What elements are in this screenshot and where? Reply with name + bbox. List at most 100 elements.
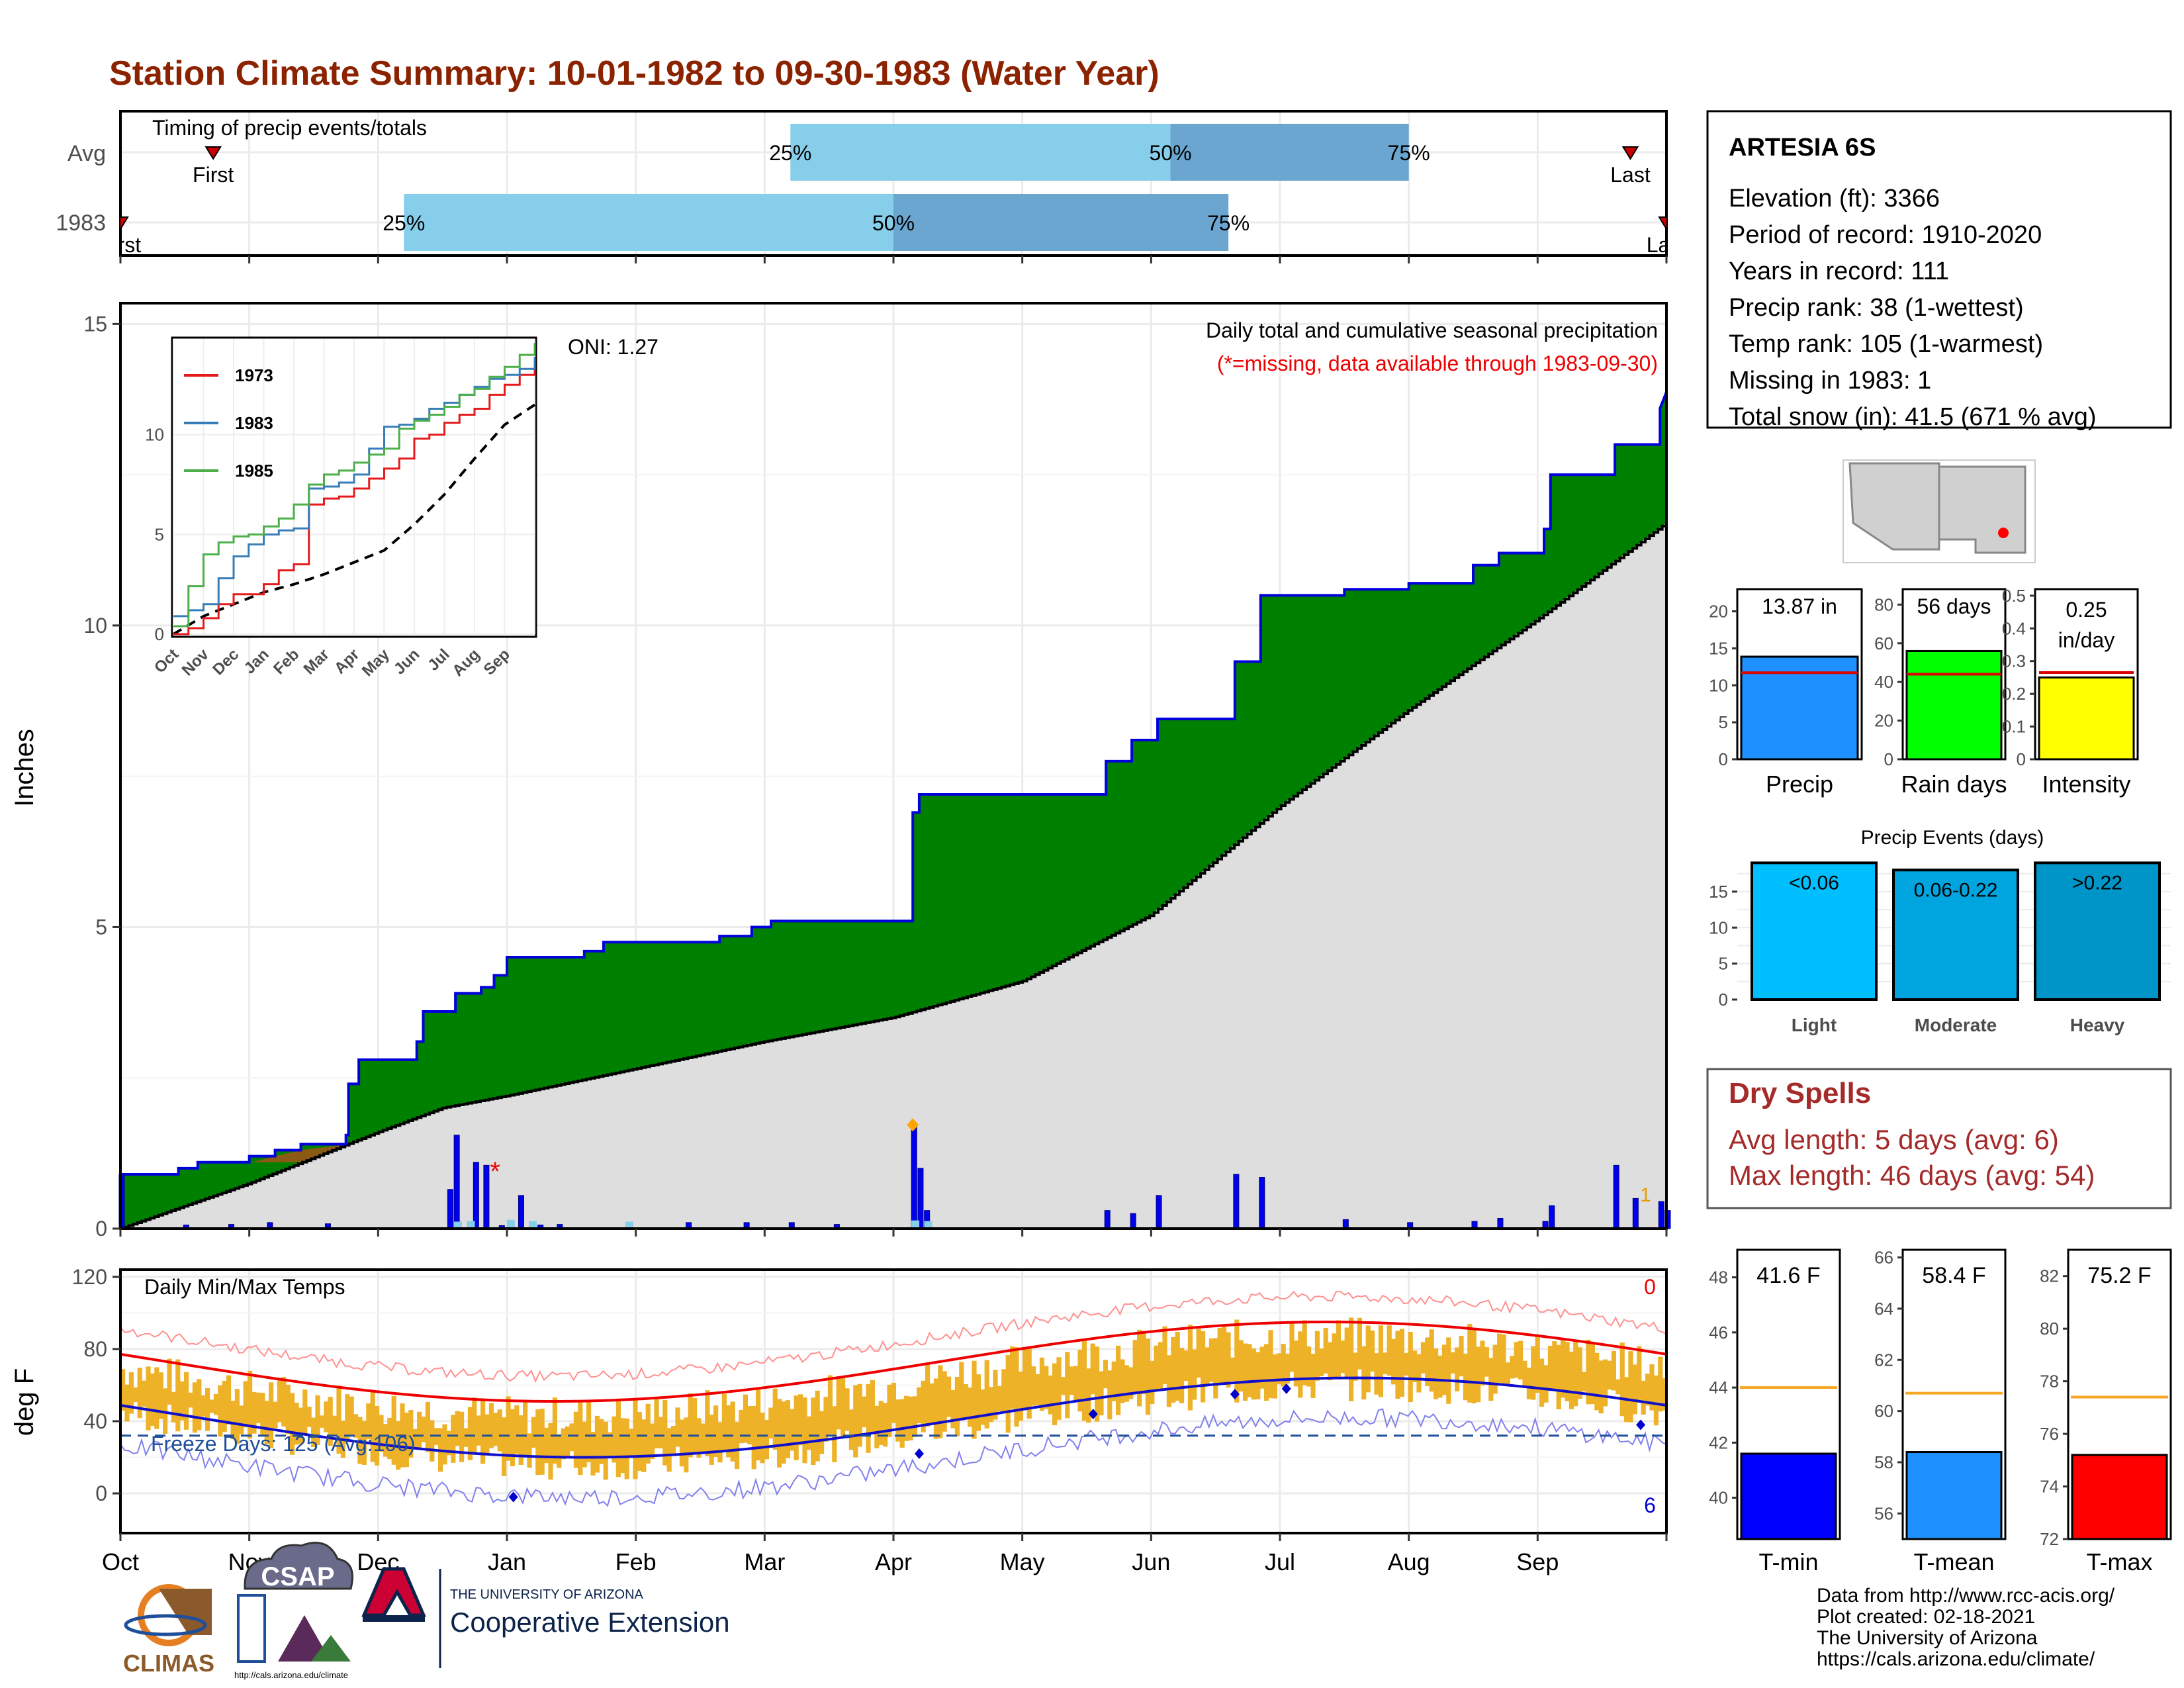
daily-temp-bar bbox=[1547, 1346, 1553, 1390]
daily-temp-bar bbox=[1340, 1340, 1345, 1374]
daily-temp-bar bbox=[1455, 1347, 1460, 1391]
daily-temp-bar bbox=[451, 1415, 456, 1463]
daily-temp-bar bbox=[815, 1390, 820, 1462]
daily-temp-bar bbox=[1658, 1356, 1663, 1412]
daily-precip-bar bbox=[1130, 1213, 1136, 1229]
daily-temp-bar bbox=[1488, 1358, 1494, 1401]
daily-temp-bar bbox=[480, 1399, 486, 1464]
daily-temp-bar bbox=[120, 1369, 126, 1411]
daily-temp-bar bbox=[1251, 1348, 1256, 1400]
summary-y-tick-label: 20 bbox=[1874, 711, 1893, 731]
summary-y-tick-label: 0 bbox=[1719, 749, 1728, 769]
daily-temp-bar bbox=[535, 1409, 541, 1476]
daily-temp-bar bbox=[938, 1365, 943, 1438]
temp-summary-y-tick-label: 62 bbox=[1874, 1350, 1893, 1370]
daily-temp-bar bbox=[772, 1388, 778, 1450]
daily-temp-bar bbox=[1420, 1342, 1426, 1374]
precip-events-title: Precip Events (days) bbox=[1861, 827, 2044, 849]
events-category-label: Moderate bbox=[1915, 1015, 1997, 1035]
daily-temp-bar bbox=[1535, 1335, 1540, 1393]
events-bar bbox=[1892, 868, 2019, 1002]
daily-temp-bar bbox=[802, 1397, 807, 1464]
daily-temp-bar bbox=[1205, 1347, 1210, 1386]
inset-series-line bbox=[173, 369, 536, 635]
daily-temp-bar bbox=[1615, 1379, 1621, 1395]
daily-temp-bar bbox=[1120, 1359, 1125, 1403]
daily-temp-bar bbox=[785, 1400, 790, 1458]
daily-temp-bar bbox=[1001, 1369, 1007, 1414]
daily-precip-bar bbox=[483, 1164, 490, 1229]
daily-temp-bar bbox=[421, 1417, 426, 1442]
daily-temp-bar bbox=[226, 1375, 232, 1425]
daily-temp-bar bbox=[294, 1403, 299, 1445]
daily-temp-bar bbox=[349, 1396, 354, 1436]
inset-legend-label: 1983 bbox=[235, 413, 273, 433]
daily-temp-bar bbox=[1213, 1338, 1218, 1399]
summary-value-label: 0.25 bbox=[2066, 598, 2107, 622]
summary-y-tick-label: 20 bbox=[1709, 602, 1728, 622]
daily-temp-bar bbox=[243, 1381, 248, 1428]
record-low-marker bbox=[1088, 1409, 1098, 1420]
inset-x-tick-label: Mar bbox=[300, 645, 333, 678]
daily-temp-bar bbox=[324, 1401, 329, 1432]
daily-temp-bar bbox=[989, 1387, 994, 1423]
daily-temp-bar bbox=[950, 1389, 956, 1429]
daily-temp-bar bbox=[472, 1397, 477, 1455]
oni-label: ONI: 1.27 bbox=[568, 335, 659, 359]
snow-marker bbox=[467, 1221, 475, 1229]
station-info-line: Total snow (in): 41.5 (671 % avg) bbox=[1729, 403, 2097, 431]
temp-summary-y-tick-label: 40 bbox=[1709, 1488, 1728, 1508]
station-name: ARTESIA 6S bbox=[1729, 134, 1876, 162]
daily-temp-bar bbox=[874, 1405, 880, 1448]
daily-temp-bar bbox=[133, 1387, 138, 1403]
daily-temp-bar bbox=[1561, 1338, 1566, 1398]
month-label: Feb bbox=[615, 1548, 657, 1575]
timing-quantile-label: 50% bbox=[872, 211, 915, 235]
daily-temp-bar bbox=[573, 1411, 578, 1468]
month-label: May bbox=[1000, 1548, 1045, 1575]
temp-summary-y-tick-label: 66 bbox=[1874, 1248, 1893, 1268]
daily-temp-bar bbox=[557, 1434, 562, 1468]
temp-summary-y-tick-label: 60 bbox=[1874, 1401, 1893, 1421]
month-label: Jun bbox=[1132, 1548, 1170, 1575]
daily-temp-bar bbox=[319, 1415, 324, 1428]
daily-temp-bar bbox=[417, 1411, 422, 1448]
daily-temp-bar bbox=[1111, 1361, 1116, 1401]
daily-precip-bar bbox=[1104, 1210, 1111, 1229]
temp-summary-y-tick-label: 82 bbox=[2040, 1266, 2059, 1286]
daily-temp-bar bbox=[811, 1397, 816, 1466]
daily-temp-bar bbox=[709, 1415, 714, 1465]
daily-temp-bar bbox=[1162, 1326, 1167, 1384]
daily-temp-bar bbox=[1510, 1356, 1515, 1379]
daily-temp-bar bbox=[1353, 1352, 1358, 1381]
summary-y-tick-label: 0.1 bbox=[2002, 717, 2026, 737]
daily-precip-bar bbox=[1658, 1201, 1664, 1229]
daily-temp-bar bbox=[1603, 1359, 1608, 1407]
page-title: Station Climate Summary: 10-01-1982 to 0… bbox=[109, 54, 1160, 93]
daily-temp-bar bbox=[184, 1372, 189, 1430]
summary-y-tick-label: 40 bbox=[1874, 672, 1893, 692]
daily-temp-bar bbox=[336, 1385, 341, 1454]
daily-temp-bar bbox=[899, 1399, 905, 1448]
daily-temp-bar bbox=[383, 1424, 388, 1457]
daily-temp-bar bbox=[666, 1428, 672, 1472]
precip-note-missing: (*=missing, data available through 1983-… bbox=[1217, 352, 1658, 375]
month-label: Jul bbox=[1265, 1548, 1295, 1575]
daily-temp-bar bbox=[1158, 1342, 1163, 1389]
daily-temp-bar bbox=[476, 1415, 481, 1446]
daily-temp-bar bbox=[959, 1362, 964, 1421]
inset-x-tick-label: Jun bbox=[390, 645, 423, 678]
temp-y-tick-label: 40 bbox=[83, 1409, 107, 1433]
timing-panel: Timing of precip events/totals Avg 1983 … bbox=[56, 110, 1668, 263]
csap-logo-url: http://cals.arizona.edu/climate bbox=[234, 1670, 348, 1680]
daily-temp-bar bbox=[1166, 1355, 1171, 1407]
daily-temp-bar bbox=[1628, 1351, 1633, 1423]
daily-temp-bar bbox=[222, 1381, 227, 1432]
daily-temp-bar bbox=[603, 1421, 608, 1480]
daily-temp-bar bbox=[1255, 1352, 1261, 1399]
temp-summary-y-tick-label: 76 bbox=[2040, 1424, 2059, 1444]
daily-temp-bar bbox=[1314, 1331, 1320, 1381]
daily-temp-bar bbox=[848, 1409, 854, 1450]
events-category-label: Heavy bbox=[2070, 1015, 2125, 1035]
daily-temp-bar bbox=[878, 1401, 884, 1445]
